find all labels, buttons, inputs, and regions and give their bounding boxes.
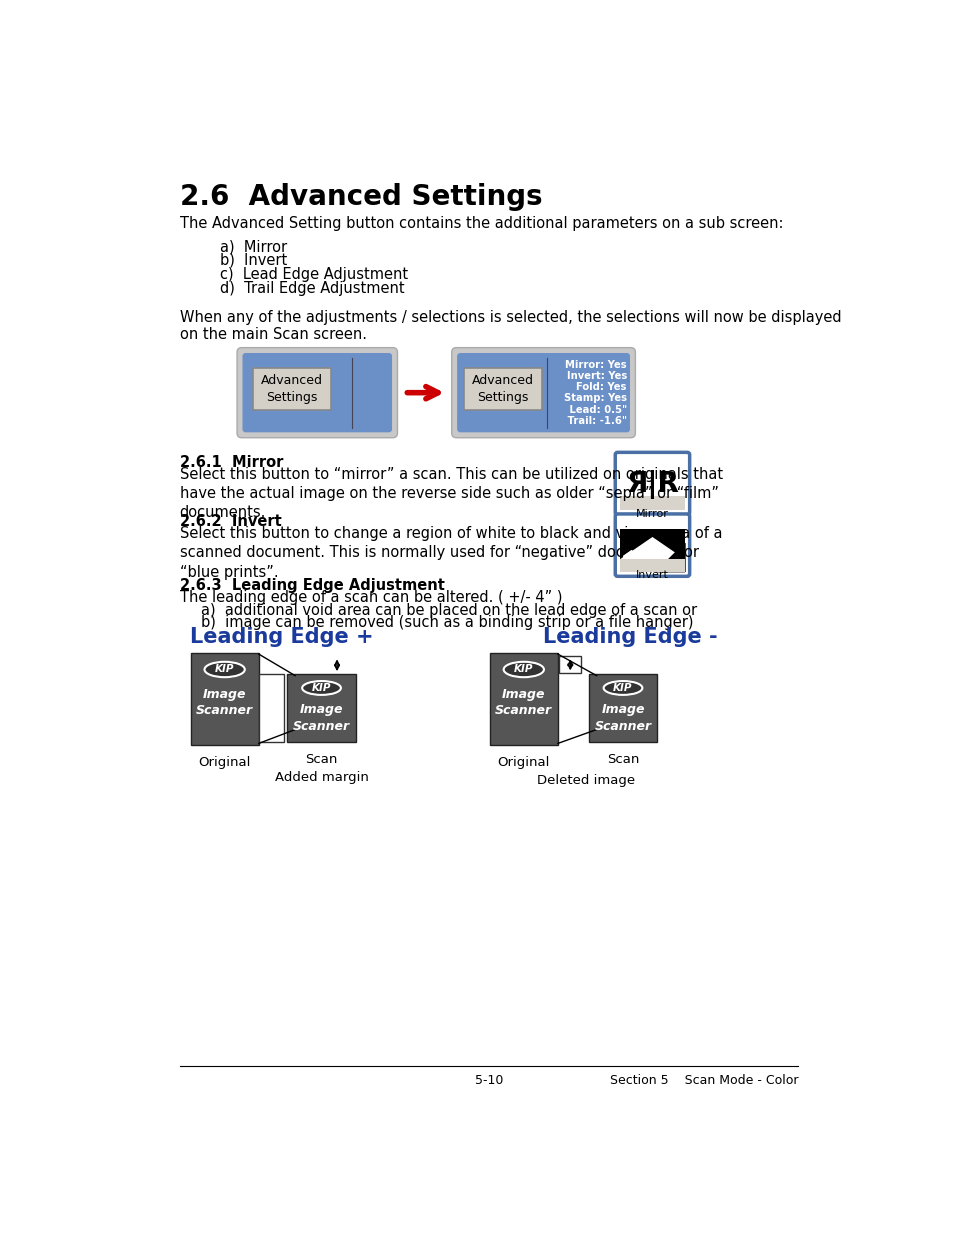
Text: 2.6  Advanced Settings: 2.6 Advanced Settings <box>179 183 541 211</box>
FancyBboxPatch shape <box>615 452 689 515</box>
Text: 5-10: 5-10 <box>475 1073 502 1087</box>
Text: Scan: Scan <box>606 752 639 766</box>
Text: When any of the adjustments / selections is selected, the selections will now be: When any of the adjustments / selections… <box>179 310 841 342</box>
Text: Deleted image: Deleted image <box>537 774 634 787</box>
Bar <box>287 674 355 742</box>
Ellipse shape <box>603 680 641 695</box>
Text: Section 5    Scan Mode - Color: Section 5 Scan Mode - Color <box>609 1073 798 1087</box>
Text: c)  Lead Edge Adjustment: c) Lead Edge Adjustment <box>220 267 408 282</box>
Ellipse shape <box>302 680 340 695</box>
Bar <box>619 496 684 510</box>
Ellipse shape <box>204 662 245 677</box>
Text: Select this button to “mirror” a scan. This can be utilized on originals that
ha: Select this button to “mirror” a scan. T… <box>179 467 722 520</box>
Text: Image
Scanner: Image Scanner <box>594 704 651 732</box>
FancyBboxPatch shape <box>236 347 397 437</box>
Text: KIP: KIP <box>613 683 632 693</box>
Text: Image
Scanner: Image Scanner <box>495 688 552 718</box>
Text: Image
Scanner: Image Scanner <box>293 704 350 732</box>
FancyBboxPatch shape <box>242 353 392 432</box>
Text: Added margin: Added margin <box>274 771 368 784</box>
Text: b)  image can be removed (such as a binding strip or a file hanger): b) image can be removed (such as a bindi… <box>200 615 693 630</box>
Bar <box>588 674 657 742</box>
Bar <box>619 530 684 572</box>
Text: Fold: Yes: Fold: Yes <box>569 383 626 393</box>
Bar <box>639 559 648 571</box>
Text: Invert: Yes: Invert: Yes <box>566 370 626 382</box>
Bar <box>558 656 580 673</box>
Ellipse shape <box>503 662 543 677</box>
FancyBboxPatch shape <box>452 347 635 437</box>
Text: 2.6.3  Leading Edge Adjustment: 2.6.3 Leading Edge Adjustment <box>179 578 444 593</box>
Bar <box>191 652 258 745</box>
Text: Mirror: Yes: Mirror: Yes <box>565 359 626 370</box>
Text: a)  additional void area can be placed on the lead edge of a scan or: a) additional void area can be placed on… <box>200 603 696 618</box>
Text: Select this button to change a region of white to black and visa versa of a
scan: Select this button to change a region of… <box>179 526 721 579</box>
Text: Invert: Invert <box>636 571 668 580</box>
Text: d)  Trail Edge Adjustment: d) Trail Edge Adjustment <box>220 280 404 295</box>
Text: KIP: KIP <box>214 664 234 674</box>
FancyBboxPatch shape <box>615 514 689 577</box>
Bar <box>489 652 558 745</box>
Text: Stamp: Yes: Stamp: Yes <box>563 394 626 404</box>
Text: Lead: 0.5": Lead: 0.5" <box>565 405 626 415</box>
Polygon shape <box>656 543 684 572</box>
Bar <box>464 368 541 410</box>
Text: Leading Edge -: Leading Edge - <box>543 627 718 647</box>
Text: Я|R: Я|R <box>625 471 679 499</box>
Text: Mirror: Mirror <box>636 509 668 519</box>
Text: The Advanced Setting button contains the additional parameters on a sub screen:: The Advanced Setting button contains the… <box>179 216 782 231</box>
Text: 2.6.2  Invert: 2.6.2 Invert <box>179 514 281 529</box>
Bar <box>619 558 684 572</box>
Polygon shape <box>619 537 684 572</box>
Text: a)  Mirror: a) Mirror <box>220 240 287 254</box>
Polygon shape <box>623 551 639 556</box>
Text: 2.6.1  Mirror: 2.6.1 Mirror <box>179 454 283 469</box>
Text: b)  Invert: b) Invert <box>220 253 287 268</box>
Text: Advanced
Settings: Advanced Settings <box>472 374 534 404</box>
Text: Image
Scanner: Image Scanner <box>196 688 253 718</box>
Text: KIP: KIP <box>312 683 331 693</box>
Text: KIP: KIP <box>514 664 533 674</box>
Bar <box>258 674 283 742</box>
Text: Trail: -1.6": Trail: -1.6" <box>563 416 626 426</box>
Text: Leading Edge +: Leading Edge + <box>190 627 374 647</box>
Text: Advanced
Settings: Advanced Settings <box>261 374 323 404</box>
Text: Scan: Scan <box>305 752 337 766</box>
Text: The leading edge of a scan can be altered. ( +/- 4” ): The leading edge of a scan can be altere… <box>179 590 561 605</box>
FancyBboxPatch shape <box>456 353 629 432</box>
Bar <box>253 368 331 410</box>
Bar <box>624 556 637 571</box>
Text: Original: Original <box>198 756 251 768</box>
Text: Original: Original <box>497 756 550 768</box>
